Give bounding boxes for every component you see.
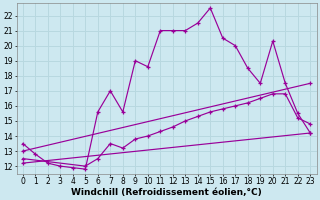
X-axis label: Windchill (Refroidissement éolien,°C): Windchill (Refroidissement éolien,°C) — [71, 188, 262, 197]
